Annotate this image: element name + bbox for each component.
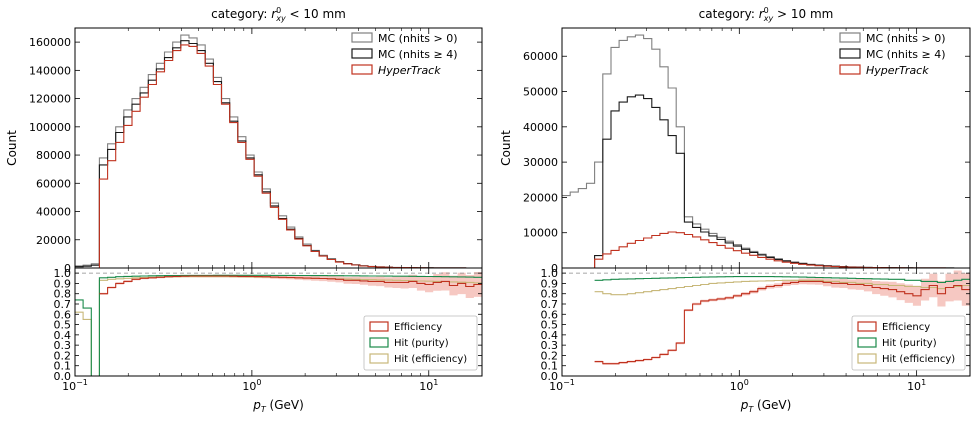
bottom-legend-label: Hit (efficiency) [394,354,467,365]
top-y-tick-label: 0 [551,262,558,275]
panel-right: category: r0 xy > 10 mm 0 10000 20000 30000 40… [499,6,971,414]
x-tick-label: 10−1 [62,378,88,393]
bottom-legend-swatch [369,353,389,364]
x-tick-label: 100 [730,378,749,393]
top-y-tick-label: 80000 [36,149,71,162]
top-legend-label: MC (nhits > 0) [866,32,946,45]
top-y-tick-label: 40000 [36,206,71,219]
top-y-tick-label: 20000 [523,191,558,204]
top-legend-swatch [351,32,373,43]
bottom-legend-swatch [857,353,877,364]
bottom-y-tick-label: 0.6 [54,308,72,321]
bottom-y-tick-label: 0.7 [541,298,559,311]
top-y-tick-label: 20000 [36,234,71,247]
top-legend-label: MC (nhits > 0) [378,32,458,45]
bottom-legend-label: Hit (purity) [394,338,449,349]
bottom-y-tick-label: 0.8 [541,288,559,301]
bottom-legend-box [851,315,966,371]
bottom-legend-swatch [857,337,877,348]
bottom-series-0 [594,280,970,365]
bottom-y-tick-label: 0.5 [54,319,72,332]
bottom-y-tick-label: 1.0 [541,267,559,280]
top-y-axis-label: Count [5,130,19,166]
bottom-legend-label: Hit (purity) [882,338,937,349]
bottom-y-tick-label: 0.3 [54,339,72,352]
bottom-y-tick-label: 0.9 [54,277,72,290]
top-plot-area [75,28,482,268]
top-y-tick-label: 160000 [29,36,71,49]
top-y-tick-label: 50000 [523,86,558,99]
top-legend-swatch [839,64,861,75]
bottom-y-tick-label: 0.9 [541,277,559,290]
top-y-tick-label: 30000 [523,156,558,169]
chart-title: category: r0 xy > 10 mm [699,6,834,23]
bottom-y-tick-label: 1.0 [54,267,72,280]
bottom-y-tick-label: 0.8 [54,288,72,301]
top-y-tick-label: 60000 [36,177,71,190]
top-legend-label: HyperTrack [866,64,929,77]
top-legend-label: MC (nhits ≥ 4) [866,48,946,61]
efficiency-band [594,270,970,365]
top-legend-swatch [351,48,373,59]
x-tick-label: 10−1 [549,378,575,393]
bottom-y-tick-label: 0.2 [541,349,559,362]
x-axis-label: pT (GeV) [740,398,792,414]
top-legend-label: HyperTrack [378,64,441,77]
bottom-y-tick-label: 0.4 [54,329,72,342]
top-y-tick-label: 40000 [523,121,558,134]
top-legend-label: MC (nhits ≥ 4) [378,48,458,61]
bottom-legend-label: Hit (efficiency) [882,354,955,365]
top-y-tick-label: 120000 [29,93,71,106]
top-y-tick-label: 10000 [523,227,558,240]
bottom-legend-label: Efficiency [394,322,442,333]
top-y-tick-label: 140000 [29,64,71,77]
bottom-legend-box [363,315,478,371]
bottom-y-tick-label: 0.0 [541,370,559,383]
bottom-y-tick-label: 0.1 [541,360,559,373]
efficiency-band [99,272,483,298]
bottom-legend-swatch [369,337,389,348]
top-y-tick-label: 0 [64,262,71,275]
bottom-series-2 [594,279,970,296]
top-y-tick-label: 100000 [29,121,71,134]
x-tick-label: 101 [419,378,438,393]
bottom-legend-swatch [369,321,389,332]
bottom-legend-label: Efficiency [882,322,930,333]
bottom-y-tick-label: 0.1 [54,360,72,373]
top-plot-area [562,28,970,268]
bottom-y-tick-label: 0.3 [541,339,559,352]
top-y-axis-label: Count [499,130,513,166]
panel-left: category: r0 xy < 10 mm 0 20000 40000 60000 80… [5,6,483,414]
x-tick-label: 101 [907,378,926,393]
bottom-series-1 [75,274,482,377]
top-legend-swatch [839,48,861,59]
chart-title: category: r0 xy < 10 mm [211,6,346,23]
top-legend-swatch [839,32,861,43]
x-tick-label: 100 [242,378,261,393]
bottom-legend-swatch [857,321,877,332]
bottom-frame [561,267,971,377]
bottom-y-tick-label: 0.4 [541,329,559,342]
bottom-series-0 [99,275,482,295]
bottom-y-tick-label: 0.6 [541,308,559,321]
bottom-y-tick-label: 0.5 [541,319,559,332]
x-axis-label: pT (GeV) [252,398,304,414]
bottom-y-tick-label: 0.7 [54,298,72,311]
top-y-tick-label: 60000 [523,50,558,63]
bottom-y-tick-label: 0.0 [54,370,72,383]
bottom-y-tick-label: 0.2 [54,349,72,362]
bottom-frame [74,267,483,377]
top-legend-swatch [351,64,373,75]
bottom-series-1 [594,276,970,283]
